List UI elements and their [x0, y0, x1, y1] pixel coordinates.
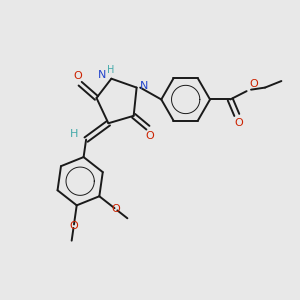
Text: O: O [74, 71, 82, 81]
Text: O: O [249, 79, 258, 89]
Text: H: H [107, 65, 115, 75]
Text: N: N [98, 70, 106, 80]
Text: O: O [145, 131, 154, 141]
Text: O: O [111, 204, 120, 214]
Text: O: O [69, 221, 78, 231]
Text: N: N [140, 81, 148, 91]
Text: O: O [234, 118, 243, 128]
Text: H: H [69, 129, 78, 139]
